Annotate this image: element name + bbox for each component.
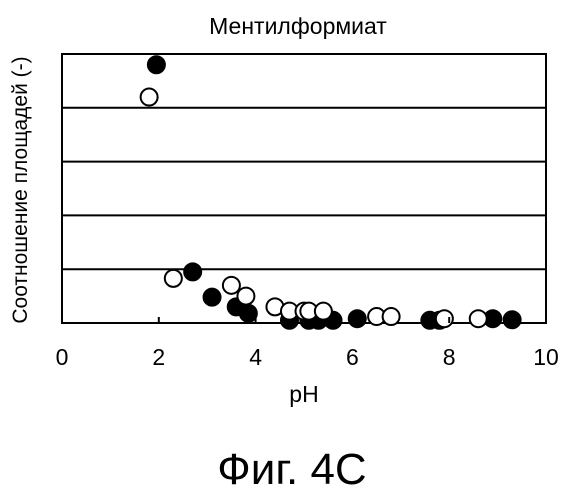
x-tick-label: 2 xyxy=(152,344,165,370)
x-axis-label: pH xyxy=(289,381,318,407)
filled-data-point xyxy=(148,56,165,73)
data-points xyxy=(141,56,521,329)
filled-data-point xyxy=(184,263,201,280)
filled-data-point xyxy=(240,305,257,322)
figure-caption: Фиг. 4С xyxy=(217,445,366,494)
y-axis-label: Соотношение площадей (-) xyxy=(9,56,32,323)
filled-data-point xyxy=(204,289,221,306)
open-data-point xyxy=(383,308,400,325)
x-tick-label: 4 xyxy=(249,344,262,370)
open-data-point xyxy=(315,303,332,320)
chart-title: Ментилформиат xyxy=(209,13,387,39)
grid-lines xyxy=(62,108,546,269)
open-data-point xyxy=(223,277,240,294)
open-data-point xyxy=(165,270,182,287)
open-data-point xyxy=(470,310,487,327)
open-data-point xyxy=(141,89,158,106)
plot-frame xyxy=(62,54,546,323)
filled-data-point xyxy=(504,311,521,328)
filled-data-point xyxy=(349,310,366,327)
x-tick-label: 8 xyxy=(443,344,456,370)
x-tick-label: 0 xyxy=(56,344,69,370)
x-tick-label: 10 xyxy=(533,344,559,370)
x-tick-label: 6 xyxy=(346,344,359,370)
open-data-point xyxy=(436,310,453,327)
open-data-point xyxy=(237,288,254,305)
